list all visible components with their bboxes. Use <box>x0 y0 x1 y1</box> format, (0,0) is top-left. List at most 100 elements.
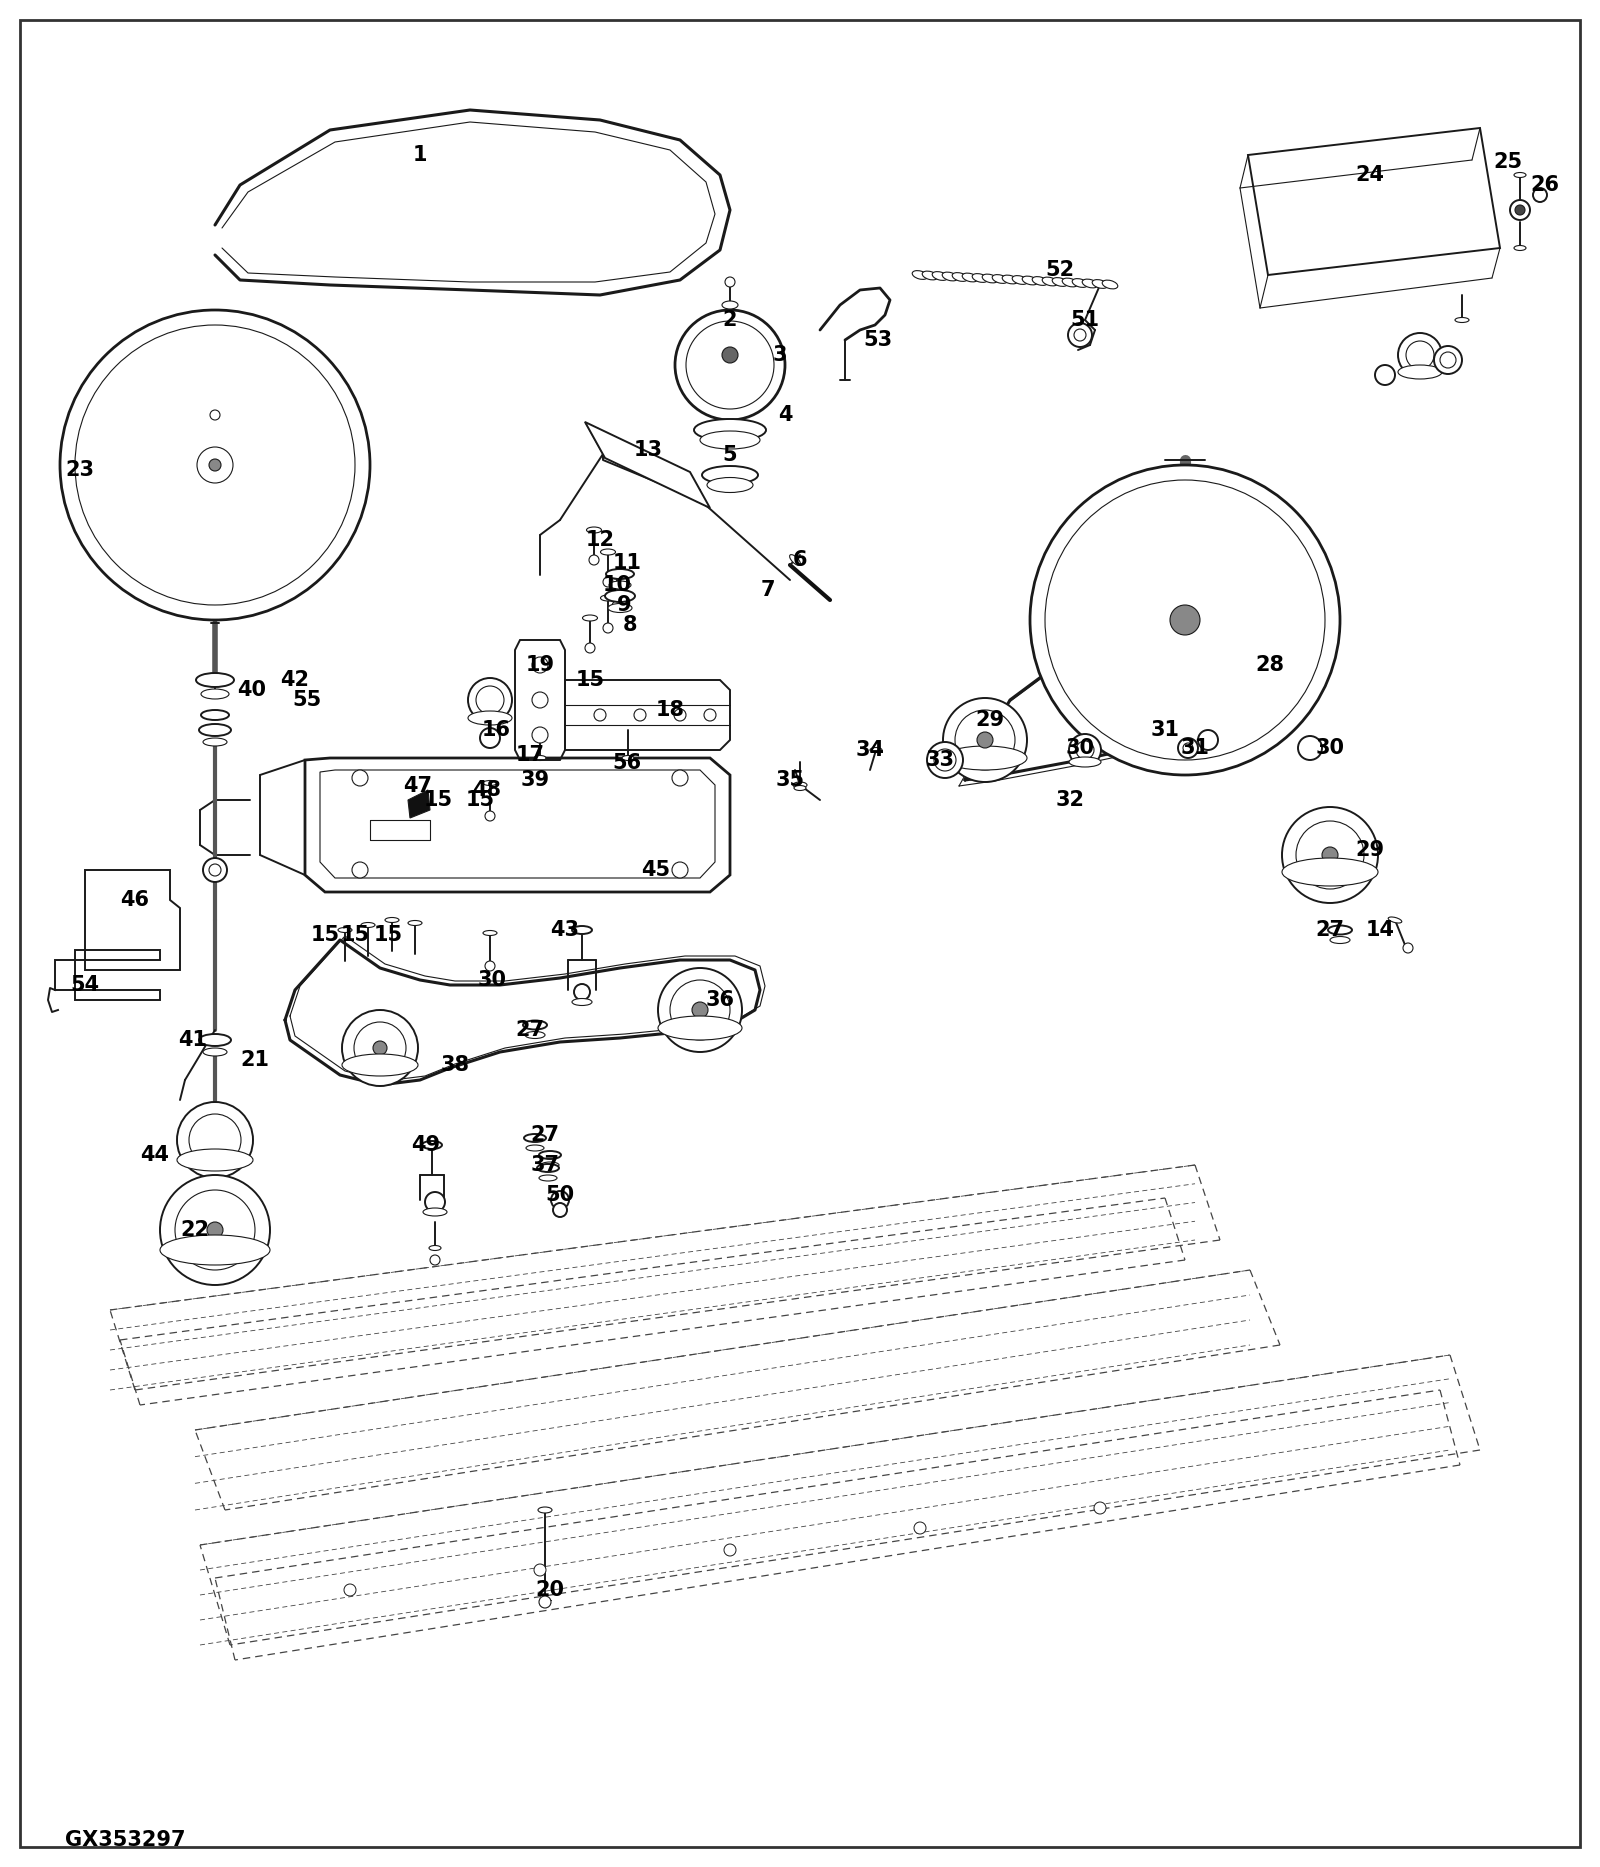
Ellipse shape <box>587 526 602 532</box>
Circle shape <box>344 1583 355 1596</box>
Text: 43: 43 <box>550 920 579 939</box>
Circle shape <box>1434 345 1462 373</box>
Ellipse shape <box>408 920 422 926</box>
Text: 28: 28 <box>1256 655 1285 676</box>
Ellipse shape <box>525 1133 546 1143</box>
Ellipse shape <box>1072 278 1088 288</box>
Circle shape <box>480 728 499 749</box>
Text: 27: 27 <box>515 1019 544 1040</box>
Ellipse shape <box>483 930 498 935</box>
Ellipse shape <box>794 786 806 790</box>
Circle shape <box>1178 737 1198 758</box>
Text: 56: 56 <box>613 752 642 773</box>
Ellipse shape <box>362 922 374 928</box>
Ellipse shape <box>198 1034 230 1046</box>
Circle shape <box>1074 329 1086 342</box>
Circle shape <box>1298 736 1322 760</box>
Circle shape <box>725 276 734 288</box>
Ellipse shape <box>202 689 229 698</box>
Circle shape <box>594 709 606 721</box>
Ellipse shape <box>600 596 616 601</box>
Text: 24: 24 <box>1355 164 1384 185</box>
Circle shape <box>574 984 590 1001</box>
Ellipse shape <box>541 1161 558 1169</box>
Ellipse shape <box>342 1055 418 1075</box>
Ellipse shape <box>610 573 624 579</box>
Text: 37: 37 <box>531 1156 560 1174</box>
Ellipse shape <box>952 273 968 282</box>
Ellipse shape <box>1282 859 1378 887</box>
Ellipse shape <box>534 756 546 760</box>
Ellipse shape <box>608 603 632 612</box>
Ellipse shape <box>1062 278 1078 288</box>
Text: 33: 33 <box>925 751 955 769</box>
Circle shape <box>1403 943 1413 952</box>
Ellipse shape <box>1053 278 1067 286</box>
Ellipse shape <box>1328 926 1352 935</box>
Ellipse shape <box>1002 274 1018 284</box>
Circle shape <box>354 1021 406 1074</box>
Ellipse shape <box>992 274 1008 284</box>
Circle shape <box>634 709 646 721</box>
Polygon shape <box>586 422 710 508</box>
Circle shape <box>1440 353 1456 368</box>
Text: 48: 48 <box>472 780 501 799</box>
Circle shape <box>1296 821 1363 889</box>
Ellipse shape <box>203 1047 227 1057</box>
Circle shape <box>1030 465 1341 775</box>
Circle shape <box>531 657 547 672</box>
Ellipse shape <box>422 1208 446 1215</box>
Text: 15: 15 <box>576 670 605 691</box>
Ellipse shape <box>1514 172 1526 177</box>
Text: 53: 53 <box>864 330 893 349</box>
Text: 49: 49 <box>411 1135 440 1156</box>
Text: 31: 31 <box>1150 721 1179 739</box>
Ellipse shape <box>1330 937 1350 943</box>
Circle shape <box>603 624 613 633</box>
Ellipse shape <box>422 1141 442 1148</box>
Circle shape <box>426 1191 445 1212</box>
Circle shape <box>174 1189 254 1270</box>
Circle shape <box>61 310 370 620</box>
Text: 11: 11 <box>613 553 642 573</box>
Ellipse shape <box>582 614 597 622</box>
Text: 45: 45 <box>642 861 670 879</box>
Ellipse shape <box>1398 366 1442 379</box>
Text: 51: 51 <box>1070 310 1099 330</box>
Circle shape <box>722 347 738 362</box>
Text: 30: 30 <box>1315 737 1344 758</box>
Circle shape <box>485 810 494 821</box>
Text: 1: 1 <box>413 146 427 164</box>
Text: 54: 54 <box>70 975 99 995</box>
Text: 9: 9 <box>616 596 632 614</box>
Text: 18: 18 <box>656 700 685 721</box>
Text: 34: 34 <box>856 739 885 760</box>
Text: 14: 14 <box>1365 920 1395 939</box>
Text: 13: 13 <box>634 441 662 459</box>
Ellipse shape <box>1454 317 1469 323</box>
Text: 52: 52 <box>1045 260 1075 280</box>
Circle shape <box>534 1565 546 1576</box>
Text: 42: 42 <box>280 670 309 691</box>
Circle shape <box>658 967 742 1051</box>
Circle shape <box>1322 848 1338 863</box>
Circle shape <box>1406 342 1434 370</box>
Circle shape <box>373 1042 387 1055</box>
Circle shape <box>197 446 234 484</box>
Circle shape <box>467 678 512 723</box>
Ellipse shape <box>467 711 512 724</box>
Circle shape <box>1198 730 1218 751</box>
Text: 35: 35 <box>776 769 805 790</box>
Circle shape <box>978 732 994 749</box>
Circle shape <box>178 1102 253 1178</box>
Ellipse shape <box>605 590 635 601</box>
Ellipse shape <box>483 780 498 786</box>
Circle shape <box>1182 743 1194 752</box>
Text: 10: 10 <box>603 575 632 596</box>
Text: 3: 3 <box>773 345 787 366</box>
Text: 5: 5 <box>723 444 738 465</box>
Text: 22: 22 <box>181 1219 210 1240</box>
Ellipse shape <box>1022 276 1038 286</box>
Circle shape <box>1094 1501 1106 1514</box>
Circle shape <box>603 577 613 586</box>
